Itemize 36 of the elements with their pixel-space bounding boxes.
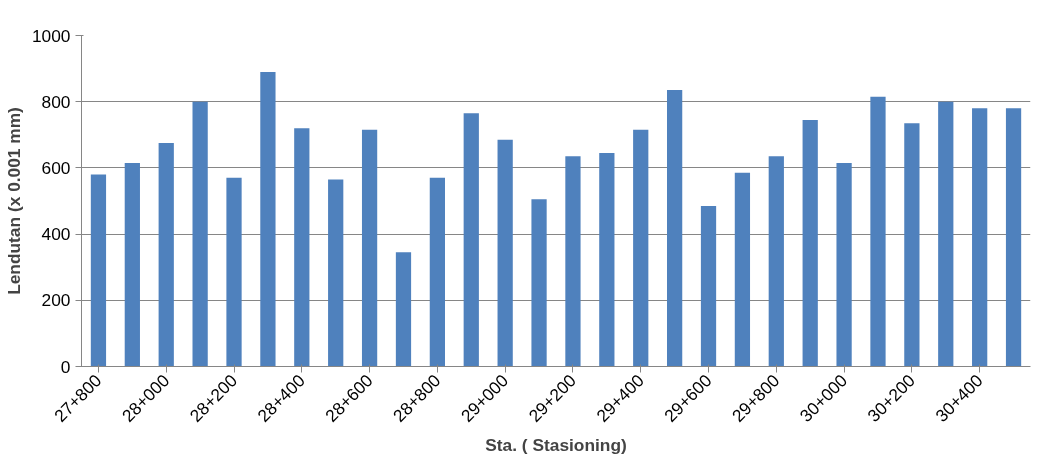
bar xyxy=(429,177,445,367)
bar xyxy=(192,101,208,367)
bar xyxy=(633,129,649,367)
bar xyxy=(904,123,920,367)
bar xyxy=(497,139,513,367)
bar xyxy=(768,156,784,367)
bar xyxy=(260,71,276,367)
bar xyxy=(599,153,615,367)
bar xyxy=(124,162,140,367)
y-tick-label: 600 xyxy=(41,157,71,178)
bar xyxy=(158,143,174,367)
y-tick-label: 400 xyxy=(41,224,71,245)
bar xyxy=(1005,108,1022,367)
bar xyxy=(700,205,717,367)
bar xyxy=(938,101,954,367)
bar xyxy=(972,108,988,367)
bar xyxy=(734,172,751,367)
y-tick-label: 1000 xyxy=(31,25,71,46)
bar xyxy=(870,96,886,367)
bar xyxy=(565,156,581,367)
y-tick-label: 0 xyxy=(60,356,71,377)
y-tick-label: 200 xyxy=(41,290,71,311)
y-tick-label: 800 xyxy=(41,91,71,112)
bar xyxy=(531,199,547,367)
bar xyxy=(395,252,412,367)
bar xyxy=(226,177,242,367)
bar xyxy=(328,179,344,367)
y-axis-title: Lendutan (x 0.001 mm) xyxy=(3,107,24,295)
bar xyxy=(294,128,310,367)
bar xyxy=(836,162,852,367)
bar xyxy=(802,119,818,367)
x-axis-title: Sta. ( Stasioning) xyxy=(485,435,627,456)
bar xyxy=(667,90,683,367)
bar xyxy=(361,129,378,367)
bar xyxy=(90,174,107,367)
bar xyxy=(463,113,479,367)
